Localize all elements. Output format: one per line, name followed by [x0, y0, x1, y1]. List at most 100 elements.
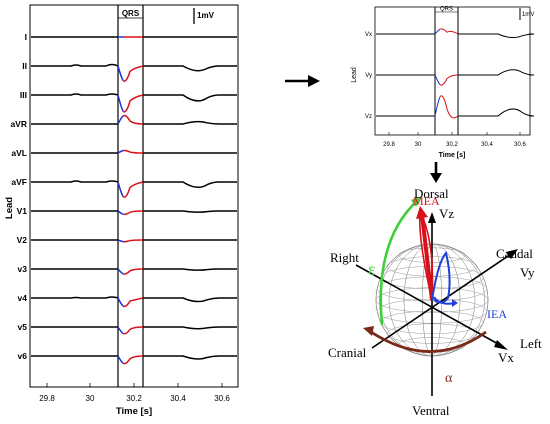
iea-arrowhead	[452, 299, 458, 307]
mea-vector	[420, 214, 434, 301]
qrs-onset-segment	[117, 297, 124, 307]
vy-arrowhead	[506, 249, 518, 259]
vcg-lead-label-vy: Vy	[365, 73, 372, 79]
pre-qrs-segment	[31, 180, 119, 183]
vcg-x-tick-label: 30.6	[514, 142, 526, 148]
lead-trace-avr: aVR	[10, 114, 237, 129]
lead-label-v2: V2	[17, 235, 28, 245]
vx-arrowhead	[494, 340, 508, 350]
lead-trace-v2: V2	[17, 235, 237, 245]
qrs-late-segment	[122, 355, 144, 365]
vcg-scale-bar-label: 1mV	[522, 12, 534, 18]
x-tick-label: 30	[86, 394, 95, 403]
post-qrs-segment	[143, 297, 237, 303]
vx-label: Vx	[498, 350, 514, 365]
qrs-onset-segment	[117, 268, 124, 275]
qrs-onset-segment	[117, 115, 124, 125]
qrs-onset-segment	[434, 74, 441, 85]
cranial-label: Cranial	[328, 345, 367, 360]
post-qrs-segment	[143, 210, 237, 213]
lead-trace-iii: III	[20, 90, 237, 113]
lead-label-v5: v5	[18, 322, 28, 332]
iea-label: IEA	[487, 307, 507, 321]
arrow-down	[430, 162, 442, 183]
lead-label-i: I	[25, 32, 27, 42]
pre-qrs-segment	[31, 63, 119, 67]
qrs-onset-segment	[117, 181, 124, 197]
alpha-arrowhead	[363, 326, 374, 336]
post-qrs-segment	[458, 69, 535, 76]
qrs-onset-segment	[117, 210, 124, 215]
x-tick-label: 29.8	[39, 394, 55, 403]
pre-qrs-segment	[31, 296, 119, 299]
vz-arrowhead	[428, 212, 436, 223]
dorsal-label: Dorsal	[414, 186, 449, 201]
vcg-trace-vz: Vz	[365, 95, 535, 120]
qrs-late-segment	[122, 65, 144, 82]
lead-trace-v5: v5	[18, 322, 237, 335]
x-tick-labels: 29.8 30 30.2 30.4 30.6	[39, 383, 230, 403]
vcg-lead-label-vx: Vx	[365, 32, 372, 38]
lead-label-v1: V1	[17, 206, 28, 216]
vcg-x-tick-label: 29.8	[383, 142, 395, 148]
vcg-lead-label-vz: Vz	[365, 114, 372, 120]
lead-trace-avl: aVL	[11, 148, 237, 158]
qrs-onset-segment	[117, 355, 124, 364]
vector-sphere-diagram: MEA IEA ε α Dorsal Vz Caudal Vy Right Le…	[328, 186, 542, 418]
left-label: Left	[520, 336, 542, 351]
vcg-x-tick-label: 30	[415, 142, 422, 148]
epsilon-label: ε	[368, 259, 376, 279]
lead-label-v3: v3	[18, 264, 28, 274]
vy-axis-line	[371, 253, 512, 349]
vcg-x-tick: 30.4	[481, 132, 493, 148]
qrs-late-segment	[122, 94, 144, 113]
vcg-lead-panel: QRS 1mV Vx Vy Vz 29.8 30 30.2 30.4 30.6 Time […	[351, 7, 534, 160]
post-qrs-segment	[458, 33, 535, 39]
post-qrs-segment	[143, 94, 237, 102]
vcg-trace-vy: Vy	[365, 69, 535, 86]
vcg-x-tick-label: 30.4	[481, 142, 493, 148]
qrs-onset-segment	[117, 94, 124, 112]
lead-label-avf: aVF	[11, 177, 27, 187]
vcg-x-tick: 30.2	[446, 132, 458, 148]
qrs-late-segment	[122, 181, 144, 198]
vy-label: Vy	[520, 265, 535, 280]
qrs-late-segment	[122, 297, 144, 308]
vcg-trace-vx: Vx	[365, 28, 535, 39]
lead-trace-i: I	[25, 32, 237, 42]
x-tick-label: 30.4	[170, 394, 186, 403]
vcg-x-tick: 30.6	[514, 132, 526, 148]
vcg-qrs-label: QRS	[440, 7, 453, 13]
vcg-x-tick: 30	[415, 132, 422, 148]
x-tick-label: 30.6	[214, 394, 230, 403]
alpha-label: α	[445, 371, 453, 386]
qrs-onset-segment	[434, 96, 441, 117]
ecg-plot-frame	[29, 4, 239, 388]
lead-trace-v6: v6	[18, 351, 237, 365]
mea-arrowhead	[416, 206, 428, 219]
post-qrs-segment	[143, 355, 237, 360]
epsilon-arrowhead	[411, 196, 422, 207]
x-tick: 30.6	[214, 383, 230, 403]
post-qrs-segment	[143, 268, 237, 271]
qrs-late-segment	[439, 95, 459, 119]
vcg-y-axis-label: Lead	[351, 67, 358, 83]
lead-trace-v1: V1	[17, 206, 237, 216]
x-tick: 30.4	[170, 383, 186, 403]
qrs-late-segment	[122, 210, 144, 216]
vx-axis-line	[355, 264, 501, 346]
lead-trace-v3: v3	[18, 264, 237, 275]
lead-trace-v4: v4	[18, 293, 237, 308]
lead-label-avr: aVR	[10, 119, 27, 129]
post-qrs-segment	[143, 120, 237, 125]
qrs-label: QRS	[122, 9, 140, 18]
post-qrs-segment	[143, 181, 237, 189]
arrow-right	[285, 75, 320, 87]
qrs-onset-segment	[117, 65, 124, 81]
lead-label-avl: aVL	[11, 148, 27, 158]
x-tick-label: 30.2	[126, 394, 142, 403]
ventral-label: Ventral	[412, 403, 450, 418]
